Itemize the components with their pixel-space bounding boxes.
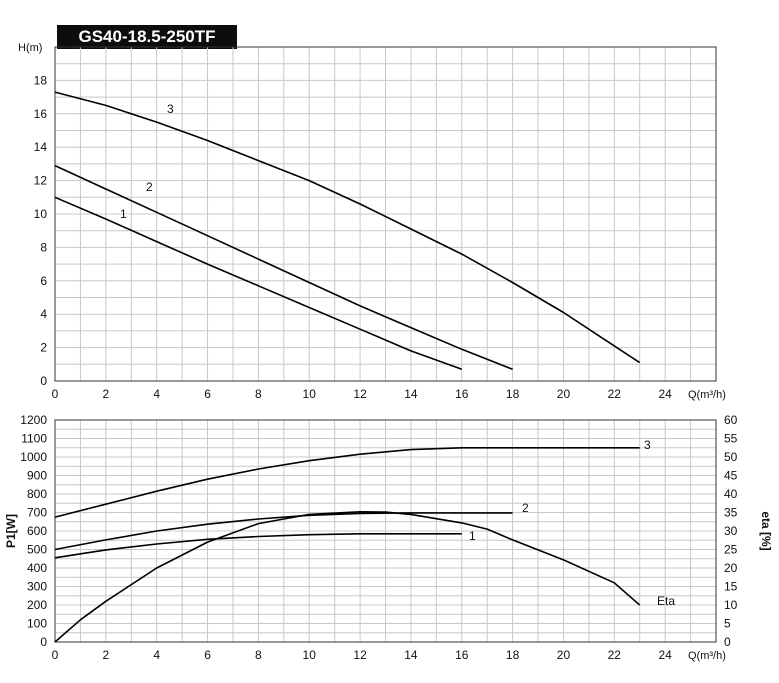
series-line-2 <box>54 164 513 371</box>
x-tick-label: 14 <box>404 648 418 662</box>
y2-tick-label: 55 <box>724 432 738 446</box>
y-tick-label: 8 <box>40 240 47 254</box>
x-tick-label: 12 <box>353 387 367 401</box>
series-line-3 <box>54 91 641 364</box>
y-tick-label: 800 <box>27 487 47 501</box>
y-tick-label: 14 <box>34 140 48 154</box>
y-tick-label: 12 <box>34 174 48 188</box>
plot-frame <box>54 46 717 382</box>
y2-tick-label: 35 <box>724 506 738 520</box>
x-tick-label: 20 <box>557 648 571 662</box>
x-tick-label: 4 <box>153 387 160 401</box>
y-tick-label: 0 <box>40 635 47 649</box>
y-tick-label: 400 <box>27 561 47 575</box>
plot-frame <box>54 419 717 643</box>
y2-tick-label: 45 <box>724 469 738 483</box>
x-tick-label: 10 <box>303 387 317 401</box>
x-tick-label: 20 <box>557 387 571 401</box>
y2-tick-label: 0 <box>724 635 731 649</box>
x-tick-label: 4 <box>153 648 160 662</box>
y-tick-label: 500 <box>27 543 47 557</box>
x-tick-label: 24 <box>658 387 672 401</box>
y-tick-label: 1100 <box>21 432 47 446</box>
series-line-eta <box>54 510 641 643</box>
y2-tick-label: 10 <box>724 598 738 612</box>
y2-tick-label: 30 <box>724 524 738 538</box>
y2-tick-label: 50 <box>724 450 738 464</box>
y-tick-label: 700 <box>27 506 47 520</box>
x-tick-label: 18 <box>506 648 520 662</box>
y-tick-label: 4 <box>40 307 47 321</box>
y-tick-label: 16 <box>34 107 48 121</box>
y-tick-label: 18 <box>34 73 48 87</box>
x-tick-label: 22 <box>608 648 622 662</box>
y-tick-label: 200 <box>27 598 47 612</box>
x-tick-label: 16 <box>455 387 469 401</box>
series-label-2: 2 <box>522 501 529 515</box>
y2-tick-label: 60 <box>724 413 738 427</box>
y-tick-label: 6 <box>40 274 47 288</box>
series-label-1: 1 <box>469 529 476 543</box>
x-tick-label: 12 <box>353 648 367 662</box>
y2-axis-label: eta [%] <box>759 511 773 550</box>
x-tick-label: 2 <box>103 387 110 401</box>
y2-tick-label: 15 <box>724 580 738 594</box>
x-tick-label: 0 <box>52 387 59 401</box>
y-axis-label: H(m) <box>18 42 42 54</box>
y-tick-label: 0 <box>40 374 47 388</box>
series-line-3 <box>54 446 640 518</box>
y-tick-label: 1200 <box>20 413 47 427</box>
y-tick-label: 600 <box>27 524 47 538</box>
series-line-2 <box>54 512 513 551</box>
series-label-1: 1 <box>120 207 127 221</box>
x-tick-label: 14 <box>404 387 418 401</box>
y-tick-label: 900 <box>27 469 47 483</box>
x-tick-label: 0 <box>52 648 59 662</box>
x-tick-label: 10 <box>303 648 317 662</box>
x-tick-label: 8 <box>255 387 262 401</box>
y2-tick-label: 20 <box>724 561 738 575</box>
x-tick-label: 16 <box>455 648 469 662</box>
x-tick-label: 24 <box>658 648 672 662</box>
chart-title: GS40-18.5-250TF <box>57 25 237 49</box>
x-tick-label: 18 <box>506 387 520 401</box>
y-tick-label: 10 <box>34 207 48 221</box>
series-label-3: 3 <box>167 102 174 116</box>
series-label-3: 3 <box>644 438 651 452</box>
x-tick-label: 6 <box>204 387 211 401</box>
y-tick-label: 300 <box>27 580 47 594</box>
x-tick-label: 6 <box>204 648 211 662</box>
series-label-2: 2 <box>146 180 153 194</box>
y-tick-label: 1000 <box>20 450 47 464</box>
y-tick-label: 2 <box>40 341 47 355</box>
series-line-1 <box>54 196 463 371</box>
y-axis-label: P1[W] <box>4 514 18 548</box>
y-tick-label: 100 <box>27 617 47 631</box>
series-label-eta: Eta <box>657 594 675 608</box>
x-tick-label: 8 <box>255 648 262 662</box>
y2-tick-label: 25 <box>724 543 738 557</box>
series-line-1 <box>54 532 462 559</box>
x-axis-label: Q(m³/h) <box>688 389 726 401</box>
x-axis-label: Q(m³/h) <box>688 650 726 662</box>
x-tick-label: 2 <box>103 648 110 662</box>
y2-tick-label: 40 <box>724 487 738 501</box>
x-tick-label: 22 <box>608 387 622 401</box>
y2-tick-label: 5 <box>724 617 731 631</box>
